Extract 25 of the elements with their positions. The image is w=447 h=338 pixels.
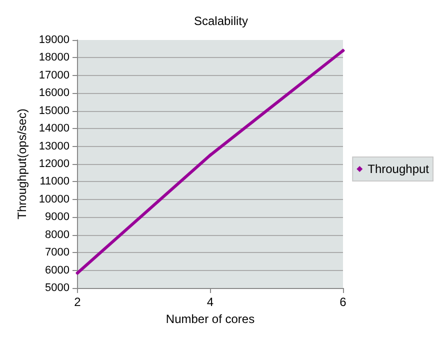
y-tick-label: 16000 [38,87,70,100]
y-tick-label: 15000 [38,104,70,117]
y-tick-label: 10000 [38,193,70,206]
x-tick-label: 2 [74,295,82,309]
point [208,153,212,158]
x-tick-label: 4 [206,295,214,309]
chart-title: Scalability [194,14,248,28]
y-tick-label: 14000 [38,122,70,135]
y-tick-label: 13000 [38,140,70,152]
y-tick-label: 7000 [45,246,70,259]
y-tick-label: 8000 [45,228,70,241]
y-tick-label: 12000 [38,158,70,170]
x-axis-title: Number of cores [166,312,255,326]
y-tick-label: 9000 [45,211,70,224]
y-tick-label: 17000 [38,69,70,82]
x-tick-label: 6 [340,295,347,309]
point [341,48,345,53]
legend-label: Throughput [368,162,430,176]
y-tick-label: 19000 [38,34,70,46]
y-tick-label: 6000 [45,264,70,276]
y-tick-label: 5000 [45,282,70,294]
y-axis-title: Throughput(ops/sec) [15,108,29,220]
y-tick-label: 18000 [38,52,70,64]
point [75,270,80,275]
y-tick-label: 11000 [40,176,70,188]
